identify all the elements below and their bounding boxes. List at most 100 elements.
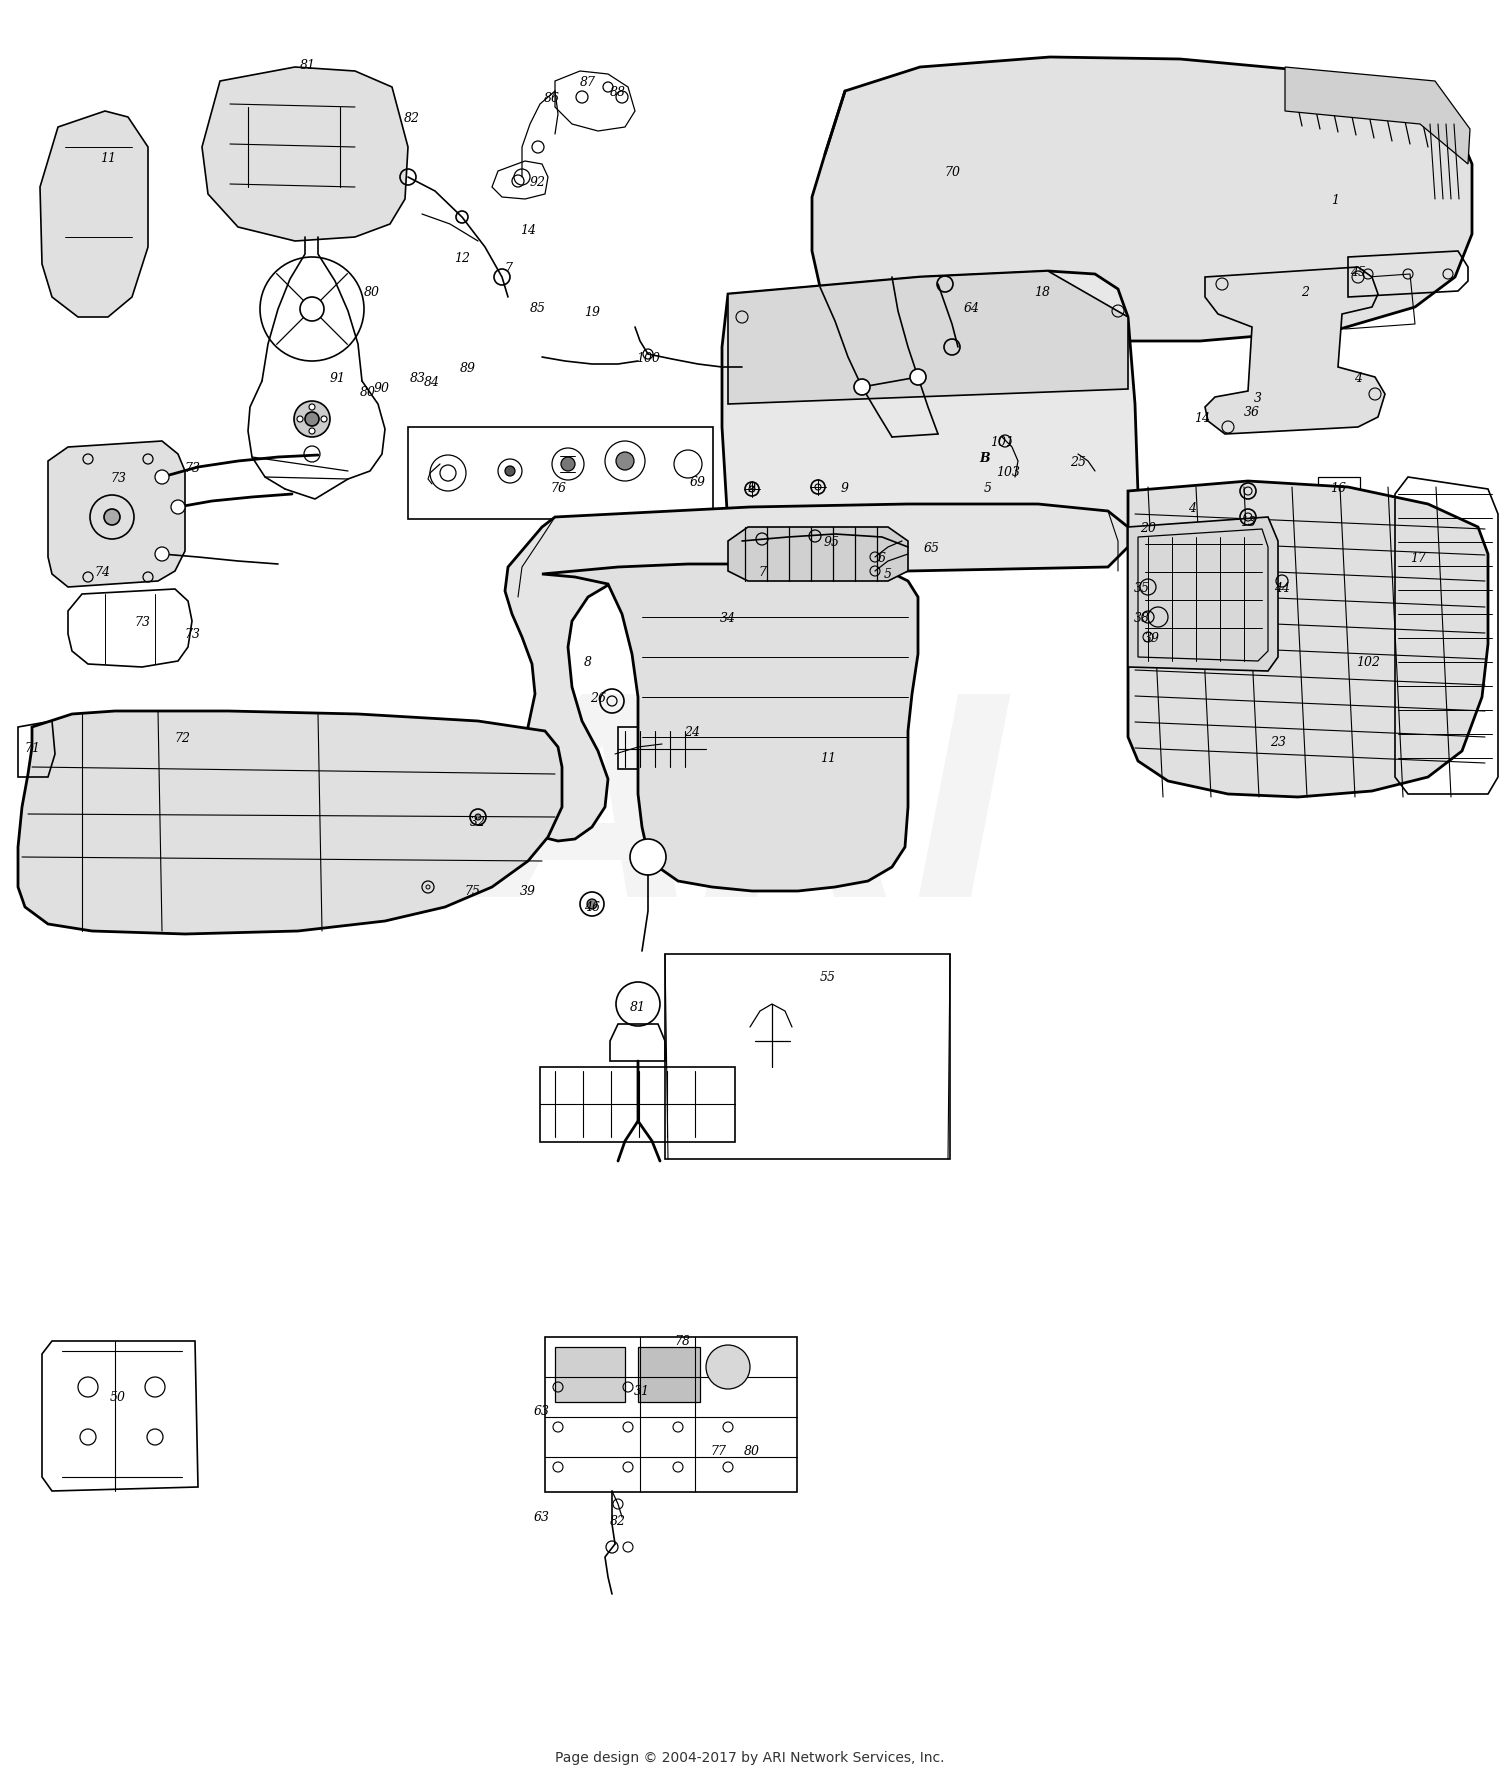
Text: 65: 65 [924,541,940,555]
Text: 95: 95 [824,535,840,548]
Text: 77: 77 [710,1445,726,1457]
Bar [792,528,820,562]
Text: 100: 100 [636,351,660,363]
Bar [1318,477,1360,500]
Circle shape [853,379,870,395]
Circle shape [304,447,320,463]
Text: 103: 103 [996,465,1020,479]
Text: 7: 7 [758,566,766,578]
Text: 55: 55 [821,972,836,984]
Circle shape [321,417,327,422]
Text: 6: 6 [878,551,886,564]
Text: 82: 82 [404,112,420,124]
Text: 8: 8 [584,656,592,668]
Text: 13: 13 [1240,516,1256,528]
Circle shape [476,814,482,821]
Circle shape [910,371,926,387]
Text: 44: 44 [1274,582,1290,594]
Text: 26: 26 [590,691,606,704]
Bar [900,528,928,569]
Text: 5: 5 [884,567,892,582]
Circle shape [154,472,170,484]
Bar [871,528,900,562]
Text: 89: 89 [460,362,476,374]
Circle shape [104,509,120,527]
Text: 4: 4 [1354,371,1362,385]
Text: 78: 78 [674,1335,690,1347]
Bar [912,528,940,562]
Polygon shape [1204,268,1384,434]
Text: 35: 35 [1134,582,1150,594]
Text: 16: 16 [1330,480,1346,495]
Text: 17: 17 [1410,551,1426,564]
Text: 32: 32 [470,816,486,828]
Circle shape [171,500,184,514]
Polygon shape [1286,67,1470,165]
Bar [408,427,712,519]
Bar [544,1337,796,1493]
Text: 83: 83 [410,371,426,385]
Polygon shape [1128,482,1488,798]
Text: 18: 18 [1034,285,1050,298]
Polygon shape [728,528,908,582]
Bar [824,528,852,569]
Text: 7: 7 [504,261,512,275]
Polygon shape [40,112,148,317]
Text: 5: 5 [984,480,992,495]
Text: 81: 81 [300,59,316,71]
Bar [540,1067,735,1142]
Circle shape [706,1346,750,1390]
Circle shape [297,417,303,422]
Text: 69: 69 [690,475,706,488]
Polygon shape [542,564,918,892]
Circle shape [630,840,666,876]
Text: 14: 14 [1194,411,1210,424]
Text: 81: 81 [630,1002,646,1014]
Text: 12: 12 [454,252,470,264]
Text: 63: 63 [534,1404,550,1418]
Circle shape [294,402,330,438]
Text: 63: 63 [534,1511,550,1523]
Text: 50: 50 [110,1390,126,1404]
Text: Page design © 2004-2017 by ARI Network Services, Inc.: Page design © 2004-2017 by ARI Network S… [555,1750,945,1764]
Circle shape [561,457,574,472]
Text: 24: 24 [684,725,700,738]
Text: 73: 73 [110,472,126,484]
Text: 72: 72 [174,730,190,745]
Polygon shape [48,441,184,587]
Text: 74: 74 [94,566,110,578]
Circle shape [506,466,515,477]
Bar [976,528,1004,569]
Circle shape [616,452,634,472]
Text: 80: 80 [360,385,376,399]
Text: 91: 91 [330,371,346,385]
Bar [618,727,706,769]
Text: 25: 25 [1070,456,1086,468]
Text: 38: 38 [1134,612,1150,624]
Text: 23: 23 [1270,736,1286,748]
Text: 102: 102 [1356,656,1380,668]
Text: 73: 73 [134,615,150,628]
Text: 9: 9 [748,480,756,495]
Circle shape [586,899,597,910]
Text: 87: 87 [580,76,596,89]
Bar [833,528,860,562]
Text: 2: 2 [1300,285,1310,298]
Text: 73: 73 [184,628,200,642]
Polygon shape [812,59,1472,342]
Text: 4: 4 [1188,502,1196,514]
Text: 19: 19 [584,305,600,319]
Text: 70: 70 [944,165,960,179]
Text: 14: 14 [520,223,536,236]
Text: 9: 9 [842,480,849,495]
Text: ARI: ARI [484,684,1016,954]
Text: 34: 34 [720,612,736,624]
Text: 80: 80 [364,285,380,298]
Bar [748,528,776,569]
Text: 75: 75 [464,885,480,897]
Text: 39: 39 [520,885,536,897]
Polygon shape [728,271,1128,404]
Text: 3: 3 [1254,392,1262,404]
Bar [970,449,998,470]
Circle shape [616,982,660,1027]
